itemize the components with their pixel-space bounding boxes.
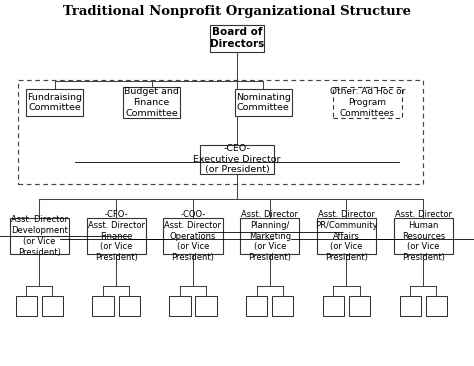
Text: -CEO-
Executive Director
(or President): -CEO- Executive Director (or President) [193, 144, 281, 175]
FancyBboxPatch shape [333, 87, 402, 118]
FancyBboxPatch shape [317, 218, 376, 254]
FancyBboxPatch shape [349, 296, 370, 315]
FancyBboxPatch shape [200, 145, 274, 174]
FancyBboxPatch shape [393, 218, 453, 254]
FancyBboxPatch shape [195, 296, 217, 315]
Text: Other: Ad Hoc or
Program
Committees: Other: Ad Hoc or Program Committees [329, 87, 405, 118]
FancyBboxPatch shape [118, 296, 140, 315]
FancyBboxPatch shape [86, 218, 146, 254]
FancyBboxPatch shape [26, 89, 83, 116]
FancyBboxPatch shape [169, 296, 191, 315]
FancyBboxPatch shape [400, 296, 421, 315]
FancyBboxPatch shape [42, 296, 63, 315]
FancyBboxPatch shape [240, 218, 299, 254]
FancyBboxPatch shape [16, 296, 37, 315]
FancyBboxPatch shape [10, 218, 69, 254]
FancyBboxPatch shape [210, 25, 264, 52]
Text: Nominating
Committee: Nominating Committee [236, 93, 291, 112]
FancyBboxPatch shape [323, 296, 344, 315]
Text: Asst. Director
Planning/
Marketing
(or Vice
President): Asst. Director Planning/ Marketing (or V… [241, 210, 298, 262]
FancyBboxPatch shape [123, 87, 180, 118]
FancyBboxPatch shape [92, 296, 114, 315]
FancyBboxPatch shape [426, 296, 447, 315]
Text: -CFO-
Asst. Director
Finance
(or Vice
President): -CFO- Asst. Director Finance (or Vice Pr… [88, 210, 145, 262]
FancyBboxPatch shape [163, 218, 222, 254]
FancyBboxPatch shape [235, 89, 292, 116]
Text: -COO-
Asst. Director
Operations
(or Vice
President): -COO- Asst. Director Operations (or Vice… [164, 210, 221, 262]
Text: Budget and
Finance
Committee: Budget and Finance Committee [124, 87, 179, 118]
FancyBboxPatch shape [246, 296, 267, 315]
Text: Board of
Directors: Board of Directors [210, 27, 264, 49]
Text: Fundraising
Committee: Fundraising Committee [27, 93, 82, 112]
FancyBboxPatch shape [272, 296, 293, 315]
Text: Asst. Director
Human
Resources
(or Vice
President): Asst. Director Human Resources (or Vice … [395, 210, 452, 262]
Text: Traditional Nonprofit Organizational Structure: Traditional Nonprofit Organizational Str… [63, 5, 411, 18]
Text: Asst. Director
PR/Community
Affairs
(or Vice
President): Asst. Director PR/Community Affairs (or … [315, 210, 378, 262]
Text: Asst. Director
Development
(or Vice
President): Asst. Director Development (or Vice Pres… [11, 216, 68, 257]
